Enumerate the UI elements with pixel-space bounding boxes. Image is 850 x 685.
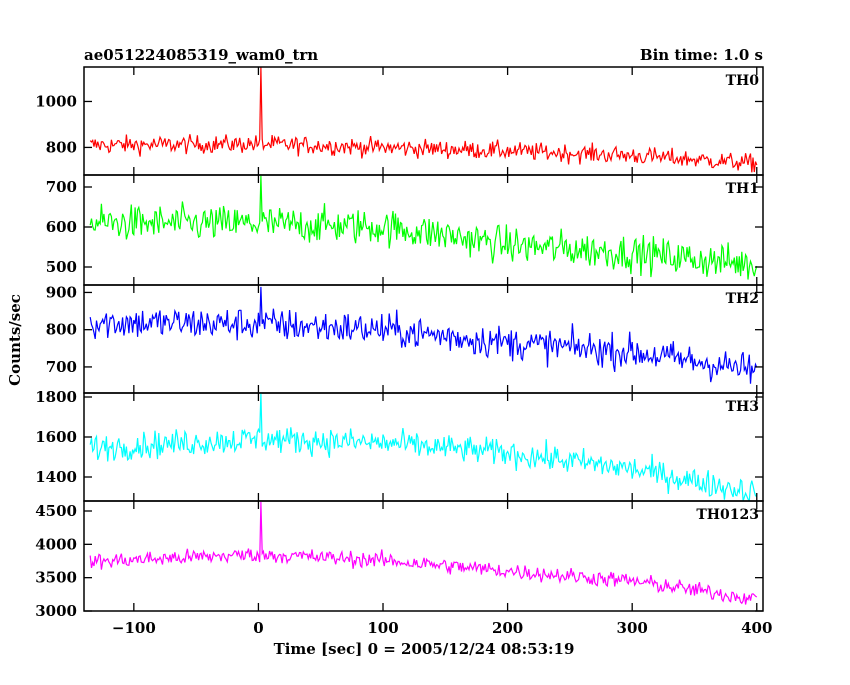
y-tick-label: 1800 <box>35 388 77 406</box>
panel-frame <box>83 174 764 286</box>
x-tick-label: −100 <box>112 619 156 637</box>
panel-label: TH0 <box>726 73 760 89</box>
bin-time-label: Bin time: 1.0 s <box>640 46 763 64</box>
y-tick-label: 1000 <box>35 92 77 110</box>
y-tick-label: 3500 <box>35 569 77 587</box>
panel-th3: TH3 1400 1600 1800 <box>35 388 764 502</box>
x-tick-label: 300 <box>617 619 648 637</box>
panel-label: TH3 <box>726 399 759 415</box>
y-tick-label: 700 <box>46 358 77 376</box>
x-tick-label: 200 <box>492 619 523 637</box>
panel-th0: TH0 800 1000 <box>35 66 764 176</box>
series-line-th0 <box>89 67 758 173</box>
y-tick-label: 900 <box>46 283 77 301</box>
panel-label: TH0123 <box>696 507 759 523</box>
y-tick-label: 3000 <box>35 602 77 620</box>
panel-th1: TH1 500 600 700 <box>46 174 764 286</box>
panel-th0123: TH0123 3000 3500 4000 4500 <box>35 500 764 620</box>
series-line-th3 <box>89 393 758 501</box>
series-line-th1 <box>89 175 758 280</box>
y-tick-label: 1400 <box>35 468 77 486</box>
y-tick-label: 4000 <box>35 535 77 553</box>
x-tick-label: 400 <box>741 619 772 637</box>
chart-title: ae051224085319_wam0_trn <box>84 46 318 64</box>
panel-label: TH1 <box>726 181 759 197</box>
y-tick-label: 1600 <box>35 428 77 446</box>
panels-group: TH0 800 1000 TH1 500 600 700 TH2 700 800 900 TH3 140… <box>35 66 764 620</box>
x-axis: −100 0 100 200 300 400 <box>112 619 773 637</box>
series-line-th2 <box>89 286 758 384</box>
y-tick-label: 800 <box>46 138 77 156</box>
x-axis-label: Time [sec] 0 = 2005/12/24 08:53:19 <box>274 640 575 658</box>
y-tick-label: 700 <box>46 178 77 196</box>
panel-label: TH2 <box>726 291 759 307</box>
panel-frame <box>83 284 764 394</box>
y-tick-label: 800 <box>46 321 77 339</box>
x-tick-label: 0 <box>253 619 263 637</box>
panel-frame <box>83 500 764 612</box>
series-line-th0123 <box>89 501 758 605</box>
y-axis-label: Counts/sec <box>6 294 24 386</box>
y-tick-label: 4500 <box>35 502 77 520</box>
y-tick-label: 600 <box>46 218 77 236</box>
panel-th2: TH2 700 800 900 <box>46 283 764 394</box>
y-tick-label: 500 <box>46 258 77 276</box>
x-tick-label: 100 <box>367 619 398 637</box>
